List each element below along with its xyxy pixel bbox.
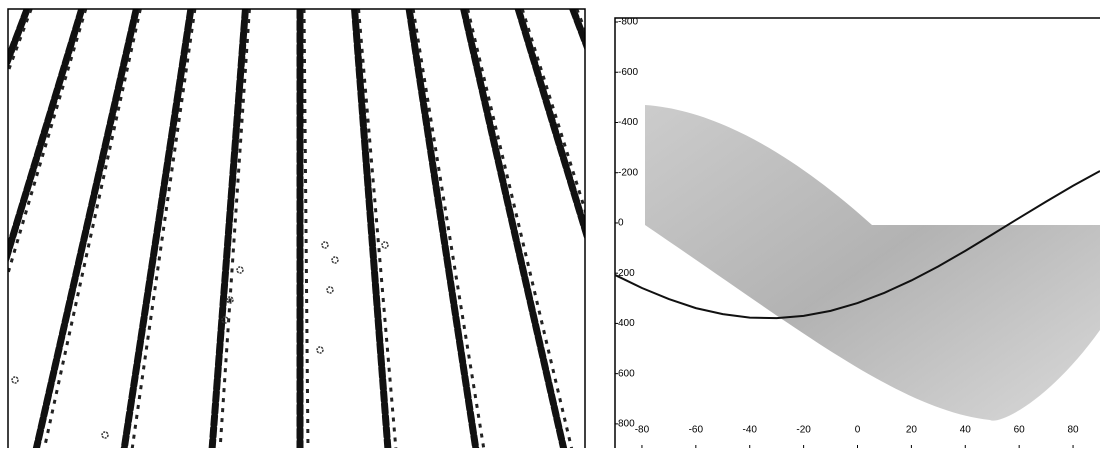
x-tick-label: 0 bbox=[855, 425, 861, 436]
x-tick-label: 20 bbox=[906, 425, 918, 436]
plot-frame bbox=[614, 17, 1100, 453]
x-tick-label: -40 bbox=[742, 425, 757, 436]
crop-row bbox=[351, 9, 392, 449]
crop-row-leaves bbox=[520, 9, 585, 215]
weed bbox=[236, 266, 244, 274]
crop-row-leaves bbox=[411, 9, 486, 449]
hough-accumulator bbox=[645, 105, 1100, 421]
x-tick-label: -80 bbox=[635, 425, 650, 436]
y-tick-label: -400 bbox=[618, 117, 638, 128]
x-tick-label: 40 bbox=[960, 425, 972, 436]
weed bbox=[326, 286, 334, 294]
weed bbox=[381, 241, 389, 249]
x-tick-label: 80 bbox=[1067, 425, 1079, 436]
y-tick-label: -200 bbox=[618, 167, 638, 178]
crop-row-leaves bbox=[357, 9, 398, 449]
crop-row-leaves bbox=[130, 9, 197, 449]
crop-row-leaves bbox=[218, 9, 251, 449]
weed bbox=[221, 316, 229, 324]
x-tick-label: -60 bbox=[689, 425, 704, 436]
y-tick-label: 600 bbox=[618, 368, 635, 379]
x-tick-label: 60 bbox=[1014, 425, 1026, 436]
crop-field-image bbox=[8, 9, 585, 449]
crop-row bbox=[514, 9, 585, 242]
weed bbox=[11, 376, 19, 384]
y-tick-label: 200 bbox=[618, 268, 635, 279]
crop-row-leaves bbox=[466, 9, 574, 449]
crop-row bbox=[460, 9, 568, 449]
weed bbox=[331, 256, 339, 264]
y-tick-label: 800 bbox=[618, 419, 635, 430]
weed bbox=[101, 431, 109, 439]
y-tick-label: 0 bbox=[618, 218, 624, 229]
y-tick-label: -600 bbox=[618, 67, 638, 78]
crop-row bbox=[208, 9, 249, 449]
crop-row bbox=[32, 9, 140, 449]
hough-curve bbox=[614, 170, 1100, 320]
y-tick-label: 400 bbox=[618, 318, 635, 329]
crop-row bbox=[405, 9, 480, 449]
weed bbox=[321, 241, 329, 249]
weed bbox=[226, 296, 234, 304]
crop-row-leaves bbox=[302, 9, 310, 449]
crop-row bbox=[120, 9, 195, 449]
x-tick-label: -20 bbox=[796, 425, 811, 436]
crop-row bbox=[8, 9, 86, 265]
y-tick-label: -800 bbox=[618, 17, 638, 28]
weed bbox=[316, 346, 324, 354]
